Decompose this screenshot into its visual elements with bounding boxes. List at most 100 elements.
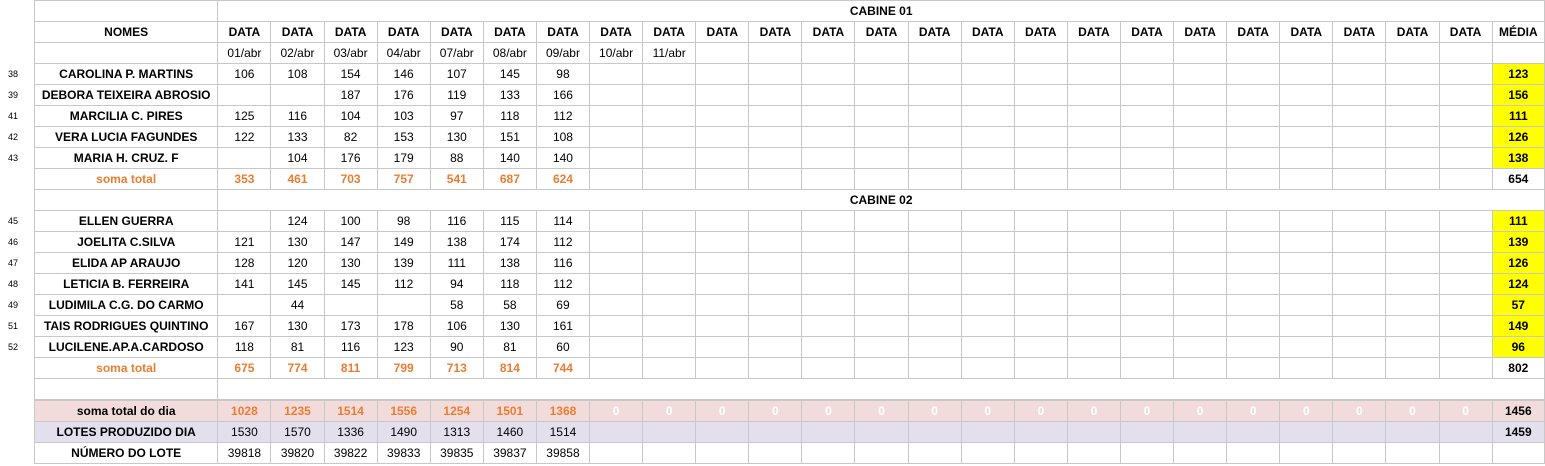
names-header[interactable]: NOMES [33,21,219,43]
blank-cell[interactable] [1491,442,1545,464]
numero-lote-empty[interactable] [801,442,856,464]
data-header[interactable]: DATA [642,21,697,43]
sum-zero[interactable]: 0 [1332,357,1387,379]
numero-lote-empty[interactable] [695,442,750,464]
value-cell[interactable] [960,210,1015,232]
value-cell[interactable] [1385,126,1440,148]
value-cell[interactable] [907,105,962,127]
value-cell[interactable]: 130 [429,126,484,148]
value-cell[interactable]: 149 [376,231,431,253]
value-cell[interactable]: 114 [535,210,591,232]
value-cell[interactable] [748,231,803,253]
value-cell[interactable]: 130 [270,231,325,253]
value-cell[interactable] [1119,315,1175,337]
value-cell[interactable] [695,231,750,253]
media-cell[interactable]: 149 [1491,315,1545,337]
data-header[interactable]: DATA [270,21,325,43]
value-cell[interactable] [1438,63,1493,85]
day-total-zero[interactable]: 0 [1279,400,1334,422]
numero-lote-value[interactable]: 39818 [217,442,272,464]
value-cell[interactable] [1279,231,1334,253]
value-cell[interactable]: 118 [482,273,537,295]
data-header[interactable]: DATA [429,21,484,43]
value-cell[interactable] [1119,105,1175,127]
value-cell[interactable] [854,273,909,295]
value-cell[interactable] [1332,315,1387,337]
sum-zero[interactable]: 0 [642,357,697,379]
value-cell[interactable] [1438,147,1493,169]
numero-lote-value[interactable]: 39833 [376,442,431,464]
day-total-value[interactable]: 1501 [482,400,537,422]
numero-lote-empty[interactable] [1013,442,1068,464]
day-total-zero[interactable]: 0 [907,400,962,422]
sum-media[interactable]: 802 [1491,357,1545,379]
sum-zero[interactable]: 0 [589,357,644,379]
value-cell[interactable] [1332,84,1387,106]
lotes-empty[interactable] [1013,421,1068,443]
lotes-empty[interactable] [1173,421,1228,443]
value-cell[interactable] [1226,126,1281,148]
value-cell[interactable] [1119,252,1175,274]
data-header[interactable]: DATA [589,21,644,43]
value-cell[interactable] [854,126,909,148]
value-cell[interactable] [1173,294,1228,316]
value-cell[interactable]: 145 [482,63,537,85]
person-name[interactable]: TAIS RODRIGUES QUINTINO [33,315,219,337]
day-total-value[interactable]: 1514 [323,400,378,422]
sum-zero[interactable]: 0 [1385,168,1440,190]
lotes-empty[interactable] [1385,421,1440,443]
value-cell[interactable] [1066,126,1121,148]
person-name[interactable]: JOELITA C.SILVA [33,231,219,253]
value-cell[interactable] [1385,210,1440,232]
value-cell[interactable] [1173,336,1228,358]
value-cell[interactable] [1332,231,1387,253]
value-cell[interactable]: 107 [429,63,484,85]
value-cell[interactable] [960,63,1015,85]
value-cell[interactable] [1332,294,1387,316]
value-cell[interactable] [801,147,856,169]
value-cell[interactable]: 81 [270,336,325,358]
value-cell[interactable] [748,147,803,169]
sum-value[interactable]: 687 [482,168,537,190]
value-cell[interactable] [1173,252,1228,274]
value-cell[interactable]: 141 [217,273,272,295]
value-cell[interactable] [1438,126,1493,148]
day-total-zero[interactable]: 0 [801,400,856,422]
sum-zero[interactable]: 0 [1279,357,1334,379]
value-cell[interactable]: 123 [376,336,431,358]
date-cell[interactable]: 03/abr [323,42,378,64]
value-cell[interactable]: 140 [535,147,591,169]
value-cell[interactable]: 82 [323,126,378,148]
value-cell[interactable] [1332,252,1387,274]
date-cell[interactable] [1438,42,1493,64]
lotes-empty[interactable] [801,421,856,443]
date-cell[interactable] [1119,42,1175,64]
sum-zero[interactable]: 0 [1066,168,1121,190]
value-cell[interactable] [589,84,644,106]
data-header[interactable]: DATA [1173,21,1228,43]
value-cell[interactable] [695,210,750,232]
value-cell[interactable] [1385,147,1440,169]
media-cell[interactable]: 139 [1491,231,1545,253]
sum-value[interactable]: 461 [270,168,325,190]
value-cell[interactable] [589,147,644,169]
value-cell[interactable] [1438,105,1493,127]
value-cell[interactable] [1226,315,1281,337]
value-cell[interactable] [1279,105,1334,127]
value-cell[interactable] [642,273,697,295]
value-cell[interactable]: 88 [429,147,484,169]
value-cell[interactable] [1173,84,1228,106]
lotes-empty[interactable] [1119,421,1175,443]
data-header[interactable]: DATA [1438,21,1493,43]
value-cell[interactable] [1119,273,1175,295]
value-cell[interactable] [642,147,697,169]
day-total-zero[interactable]: 0 [960,400,1015,422]
value-cell[interactable] [695,336,750,358]
day-total-zero[interactable]: 0 [854,400,909,422]
date-cell[interactable] [907,42,962,64]
data-header[interactable]: DATA [1226,21,1281,43]
media-cell[interactable]: 126 [1491,252,1545,274]
value-cell[interactable] [1013,126,1068,148]
data-header[interactable]: DATA [960,21,1015,43]
sum-value[interactable]: 799 [376,357,431,379]
